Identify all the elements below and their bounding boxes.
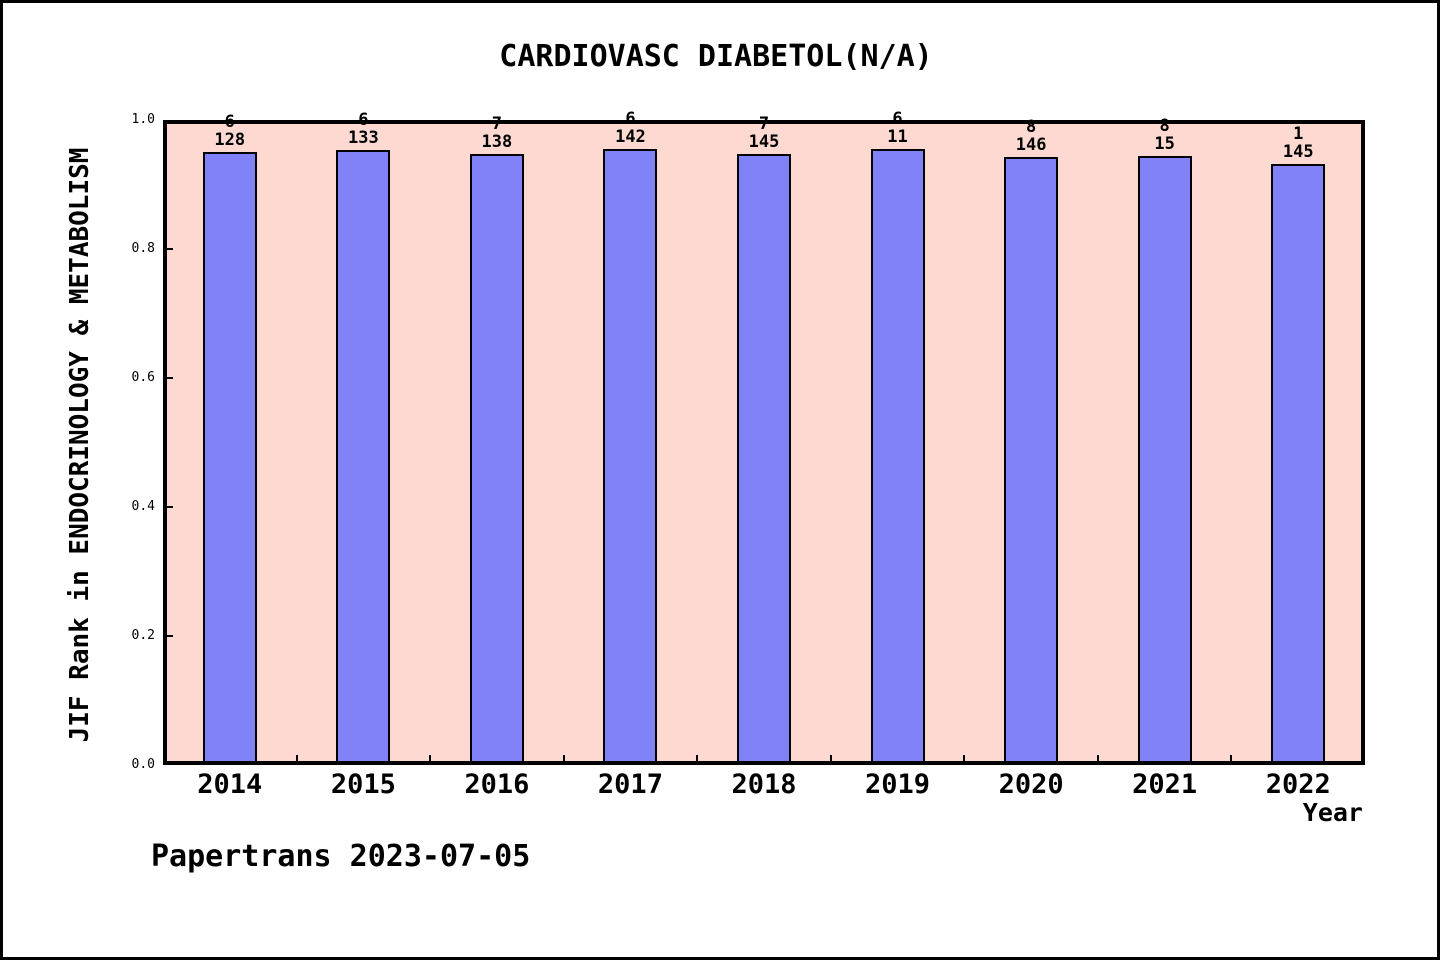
bar-2016	[469, 154, 524, 765]
bar-value-label-2017: 6 142	[585, 109, 675, 147]
y-tick	[163, 635, 173, 637]
bar-rank-2014: 6	[224, 112, 235, 132]
bar-2018	[737, 154, 791, 765]
y-tick-label-1.0: 1.0	[131, 112, 155, 127]
x-tick-label-2017: 2017	[597, 769, 663, 800]
bar-total-2016: 138	[481, 131, 513, 152]
x-tick-label-2014: 2014	[197, 769, 263, 800]
x-tick	[963, 755, 966, 765]
bar-rank-2019: 6	[892, 109, 903, 129]
bar-total-2019: 11	[887, 126, 908, 147]
x-tick-label-2020: 2020	[998, 769, 1064, 800]
bar-value-label-2020: 8 146	[986, 117, 1076, 155]
bar-value-label-2014: 6 128	[185, 112, 275, 150]
bar-total-2017: 142	[615, 126, 646, 147]
bar-2017	[603, 149, 658, 765]
watermark-text: Papertrans 2023-07-05	[151, 839, 531, 874]
plot-area: 6 128 6 133 7 138 6 142 7 145 6 11 8 146 8 15 1 145	[163, 110, 1365, 765]
x-tick-label-2015: 2015	[330, 769, 396, 800]
x-tick-label-2022: 2022	[1265, 769, 1331, 800]
bar-total-2014: 128	[214, 129, 246, 150]
x-tick	[1096, 755, 1099, 765]
bar-rank-2015: 6	[358, 110, 369, 130]
bar-total-2021: 15	[1154, 133, 1175, 154]
bar-rank-2017: 6	[625, 109, 636, 129]
chart-title: CARDIOVASC DIABETOL(N/A)	[499, 39, 933, 74]
bar-total-2022: 145	[1282, 141, 1314, 162]
bar-rank-2022: 1	[1293, 124, 1304, 144]
y-tick-label-0.4: 0.4	[131, 499, 155, 514]
y-tick	[163, 506, 173, 508]
x-tick	[1230, 755, 1233, 765]
x-tick-label-2021: 2021	[1132, 769, 1198, 800]
y-tick-label-0.0: 0.0	[131, 757, 155, 772]
y-tick-label-0.2: 0.2	[131, 628, 155, 643]
bar-2021	[1137, 156, 1192, 765]
bar-value-label-2016: 7 138	[452, 114, 542, 152]
bar-2015	[336, 150, 391, 765]
x-axis-label: Year	[1302, 798, 1363, 827]
x-tick	[829, 755, 832, 765]
bar-value-label-2019: 6 11	[853, 109, 943, 147]
bar-rank-2021: 8	[1159, 116, 1170, 136]
bar-rank-2020: 8	[1025, 117, 1037, 137]
x-tick	[295, 755, 298, 765]
bar-2020	[1004, 157, 1059, 765]
bar-rank-2016: 7	[491, 114, 502, 134]
bar-2019	[870, 149, 925, 765]
bar-value-label-2022: 1 145	[1253, 124, 1343, 162]
bar-total-2015: 133	[347, 127, 379, 148]
x-tick-label-2019: 2019	[865, 769, 931, 800]
bar-value-label-2018: 7 145	[719, 114, 809, 152]
y-tick	[163, 377, 173, 379]
y-tick-label-0.8: 0.8	[131, 241, 155, 256]
bar-total-2020: 146	[1015, 134, 1047, 155]
bar-2022	[1271, 164, 1326, 765]
y-tick	[163, 248, 173, 250]
y-tick-label-0.6: 0.6	[131, 370, 155, 385]
x-tick-label-2018: 2018	[731, 769, 797, 800]
x-tick	[429, 755, 432, 765]
x-tick	[696, 755, 699, 765]
bar-2014	[202, 152, 257, 765]
bar-rank-2018: 7	[758, 114, 770, 134]
bar-total-2018: 145	[748, 131, 780, 152]
y-axis-label: JIF Rank in ENDOCRINOLOGY & METABOLISM	[65, 147, 95, 743]
bar-value-label-2015: 6 133	[318, 110, 408, 148]
x-tick-label-2016: 2016	[464, 769, 530, 800]
bar-value-label-2021: 8 15	[1120, 116, 1210, 154]
x-tick	[562, 755, 565, 765]
